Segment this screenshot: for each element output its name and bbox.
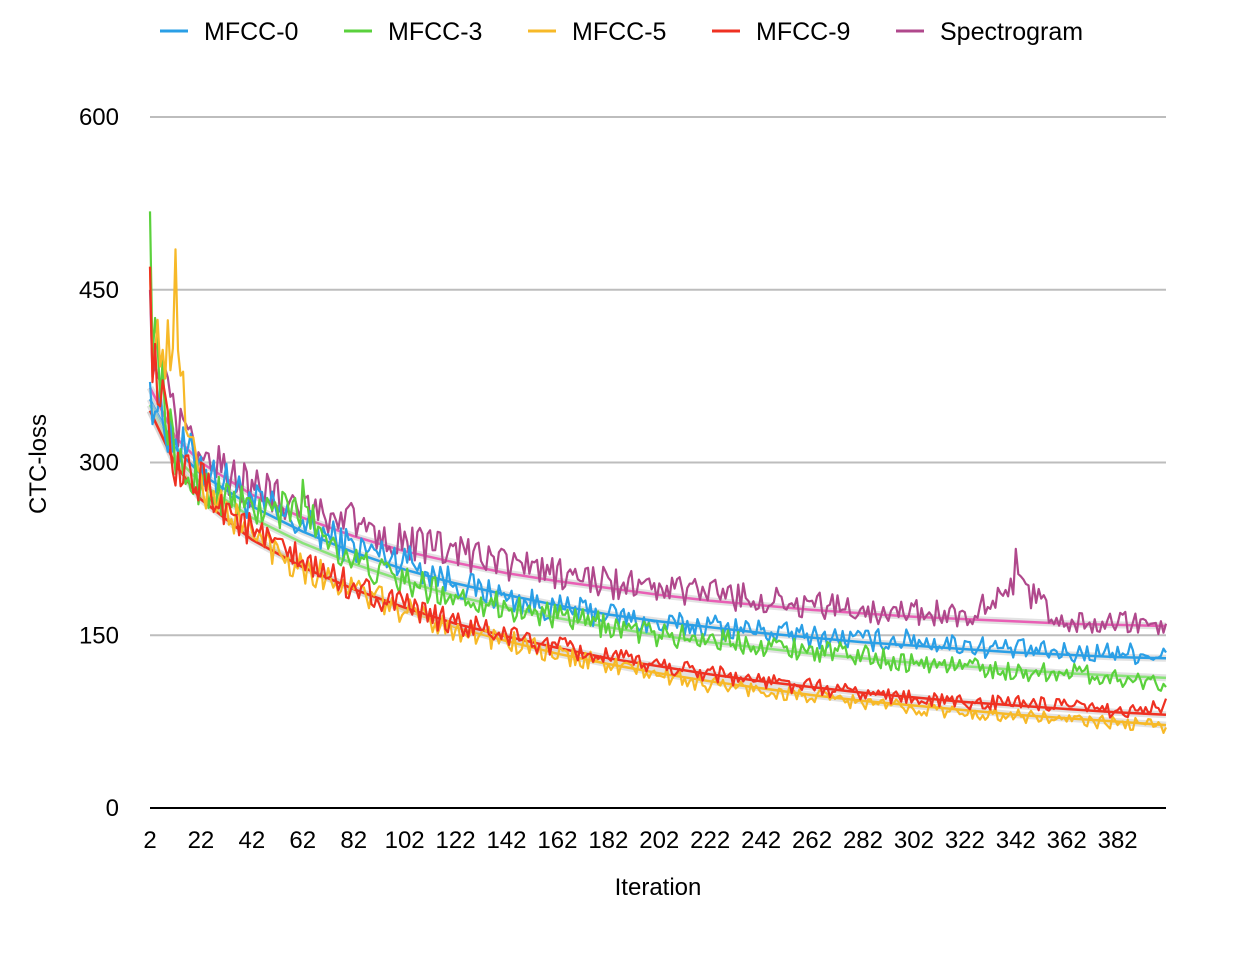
x-tick-label: 362 (1047, 827, 1087, 854)
gridlines (150, 116, 1166, 637)
series-line-1 (148, 211, 1167, 692)
y-tick-label: 300 (79, 450, 119, 477)
series-line-3 (148, 266, 1168, 719)
x-tick-label: 202 (639, 827, 679, 854)
series-line-4 (148, 289, 1168, 636)
x-tick-label: 322 (945, 827, 985, 854)
y-tick-label: 150 (79, 622, 119, 649)
legend-label: Spectrogram (940, 18, 1083, 46)
series-line-2 (148, 248, 1168, 734)
x-tick-label: 62 (289, 827, 316, 854)
y-tick-label: 0 (106, 795, 119, 822)
y-tick-label: 600 (79, 104, 119, 131)
x-tick-label: 82 (340, 827, 367, 854)
series-line-0 (148, 381, 1167, 666)
x-tick-label: 182 (588, 827, 628, 854)
trendlines (146, 385, 1167, 729)
x-tick-label: 222 (690, 827, 730, 854)
x-tick-label: 42 (239, 827, 266, 854)
x-axis-title: Iteration (615, 874, 702, 901)
series-lines (148, 211, 1168, 734)
y-tick-label: 450 (79, 277, 119, 304)
x-tick-label: 22 (188, 827, 215, 854)
legend-label: MFCC-9 (756, 18, 850, 46)
x-tick-label: 342 (996, 827, 1036, 854)
x-tick-label: 262 (792, 827, 832, 854)
x-tick-label: 242 (741, 827, 781, 854)
x-tick-label: 382 (1098, 827, 1138, 854)
y-axis-title: CTC-loss (25, 414, 52, 514)
legend: MFCC-0 MFCC-3 MFCC-5 MFCC-9 Spectrogram (160, 18, 1083, 46)
x-tick-label: 162 (537, 827, 577, 854)
x-tick-label: 102 (385, 827, 425, 854)
legend-label: MFCC-5 (572, 18, 666, 46)
x-tick-label: 122 (436, 827, 476, 854)
x-tick-label: 282 (843, 827, 883, 854)
legend-label: MFCC-3 (388, 18, 482, 46)
trendline-0 (148, 398, 1167, 660)
x-tick-label: 2 (143, 827, 156, 854)
x-tick-label: 302 (894, 827, 934, 854)
x-tick-label: 142 (486, 827, 526, 854)
legend-label: MFCC-0 (204, 18, 298, 46)
